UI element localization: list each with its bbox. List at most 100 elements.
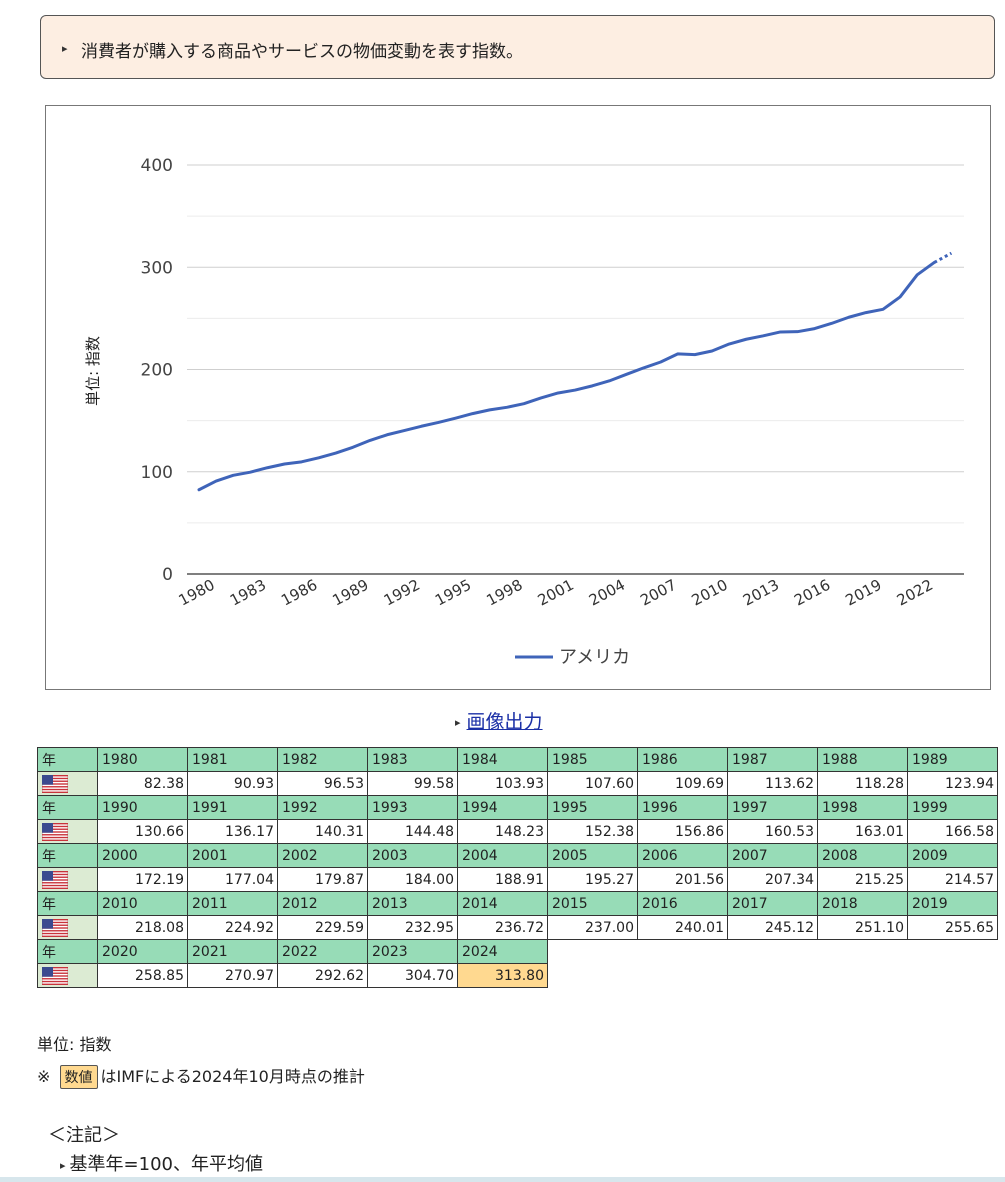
us-flag-icon: [42, 870, 68, 889]
year-row: 年 2000 2001 2002 2003 2004 2005 2006 2007 2008 200…: [37, 843, 998, 868]
year-row: 年 1990 1991 1992 1993 1994 1995 1996 1997 1998 199…: [37, 795, 998, 820]
year-header-cell: 年: [37, 939, 98, 964]
note-text: はIMFによる2024年10月時点の推計: [100, 1067, 365, 1086]
empty-cell: [728, 964, 818, 988]
value-cell: 140.31: [277, 819, 368, 844]
empty-cell: [638, 964, 728, 988]
country-flag-cell: [37, 963, 98, 988]
year-cell: 1997: [727, 795, 818, 820]
bullet-arrow-icon: ▸: [62, 42, 68, 55]
year-cell: 1981: [187, 747, 278, 772]
notes-title: ＜注記＞: [48, 1125, 120, 1146]
y-tick-label: 100: [141, 463, 173, 483]
bullet-arrow-icon: ▸: [455, 716, 461, 729]
x-tick-label: 2013: [740, 576, 782, 610]
x-tick-label: 2016: [791, 576, 833, 610]
year-cell: 2024: [457, 939, 548, 964]
value-cell: 118.28: [817, 771, 908, 796]
y-tick-label: 300: [141, 258, 173, 278]
empty-cell: [638, 940, 728, 964]
year-cell: 1995: [547, 795, 638, 820]
series-line: [197, 260, 936, 492]
year-cell: 1988: [817, 747, 908, 772]
x-tick-label: 1992: [381, 576, 423, 610]
year-cell: 2013: [367, 891, 458, 916]
bottom-scroll-strip: [0, 1177, 1005, 1182]
x-tick-label: 1980: [176, 576, 218, 610]
year-cell: 1992: [277, 795, 368, 820]
value-cell: 177.04: [187, 867, 278, 892]
image-export-link[interactable]: 画像出力: [466, 711, 543, 733]
value-cell: 107.60: [547, 771, 638, 796]
value-cell: 218.08: [97, 915, 188, 940]
value-cell: 113.62: [727, 771, 818, 796]
year-header-cell: 年: [37, 843, 98, 868]
bullet-arrow-icon: ▸: [60, 1158, 66, 1172]
year-cell: 2008: [817, 843, 908, 868]
year-row: 年 1980 1981 1982 1983 1984 1985 1986 1987 1988 198…: [37, 747, 998, 772]
value-cell: 240.01: [637, 915, 728, 940]
y-axis-label: 単位: 指数: [84, 336, 102, 406]
year-cell: 2017: [727, 891, 818, 916]
year-cell: 1999: [907, 795, 998, 820]
value-cell: 245.12: [727, 915, 818, 940]
year-cell: 2011: [187, 891, 278, 916]
value-row: 258.85 270.97 292.62 304.70 313.80: [37, 963, 998, 988]
estimate-badge: 数値: [59, 1065, 98, 1089]
description-box: ▸ 消費者が購入する商品やサービスの物価変動を表す指数。: [40, 15, 995, 79]
year-cell: 2023: [367, 939, 458, 964]
year-cell: 2010: [97, 891, 188, 916]
year-cell: 1990: [97, 795, 188, 820]
empty-cell: [908, 964, 998, 988]
value-cell: 136.17: [187, 819, 278, 844]
empty-cell: [728, 940, 818, 964]
us-flag-icon: [42, 966, 68, 985]
empty-cell: [818, 964, 908, 988]
year-cell: 2021: [187, 939, 278, 964]
value-cell: 184.00: [367, 867, 458, 892]
country-flag-cell: [37, 915, 98, 940]
empty-cell: [548, 940, 638, 964]
year-cell: 2006: [637, 843, 728, 868]
legend-label: アメリカ: [559, 647, 630, 668]
us-flag-icon: [42, 918, 68, 937]
notes-item-text: 基準年=100、年平均値: [69, 1154, 263, 1175]
export-link-row: ▸ 画像出力: [455, 707, 543, 734]
year-cell: 1989: [907, 747, 998, 772]
value-cell: 109.69: [637, 771, 728, 796]
value-cell: 144.48: [367, 819, 458, 844]
value-row: 130.66 136.17 140.31 144.48 148.23 152.38 156.…: [37, 819, 998, 844]
x-tick-label: 1983: [227, 576, 269, 610]
year-cell: 2003: [367, 843, 458, 868]
year-cell: 2019: [907, 891, 998, 916]
year-cell: 2012: [277, 891, 368, 916]
series-estimate-segment: [933, 251, 953, 264]
chart-container: 0 100 200 300 400 1980 1983 1986 1989 1992 1995 199…: [45, 105, 991, 690]
value-cell: 130.66: [97, 819, 188, 844]
year-header-cell: 年: [37, 747, 98, 772]
value-row: 218.08 224.92 229.59 232.95 236.72 237.00 240.…: [37, 915, 998, 940]
value-cell: 123.94: [907, 771, 998, 796]
value-cell: 292.62: [277, 963, 368, 988]
y-tick-label: 0: [162, 565, 173, 585]
value-cell: 156.86: [637, 819, 728, 844]
value-cell: 258.85: [97, 963, 188, 988]
year-cell: 1987: [727, 747, 818, 772]
year-cell: 2016: [637, 891, 728, 916]
x-tick-label: 1995: [432, 576, 474, 610]
year-cell: 2007: [727, 843, 818, 868]
year-header-cell: 年: [37, 795, 98, 820]
year-cell: 1986: [637, 747, 728, 772]
year-cell: 1984: [457, 747, 548, 772]
empty-cell: [548, 964, 638, 988]
value-cell: 179.87: [277, 867, 368, 892]
value-cell: 166.58: [907, 819, 998, 844]
value-cell: 160.53: [727, 819, 818, 844]
value-cell: 195.27: [547, 867, 638, 892]
year-cell: 1994: [457, 795, 548, 820]
x-tick-label: 1989: [329, 576, 371, 610]
value-cell: 207.34: [727, 867, 818, 892]
value-cell: 201.56: [637, 867, 728, 892]
y-tick-label: 200: [141, 361, 173, 381]
value-cell: 152.38: [547, 819, 638, 844]
